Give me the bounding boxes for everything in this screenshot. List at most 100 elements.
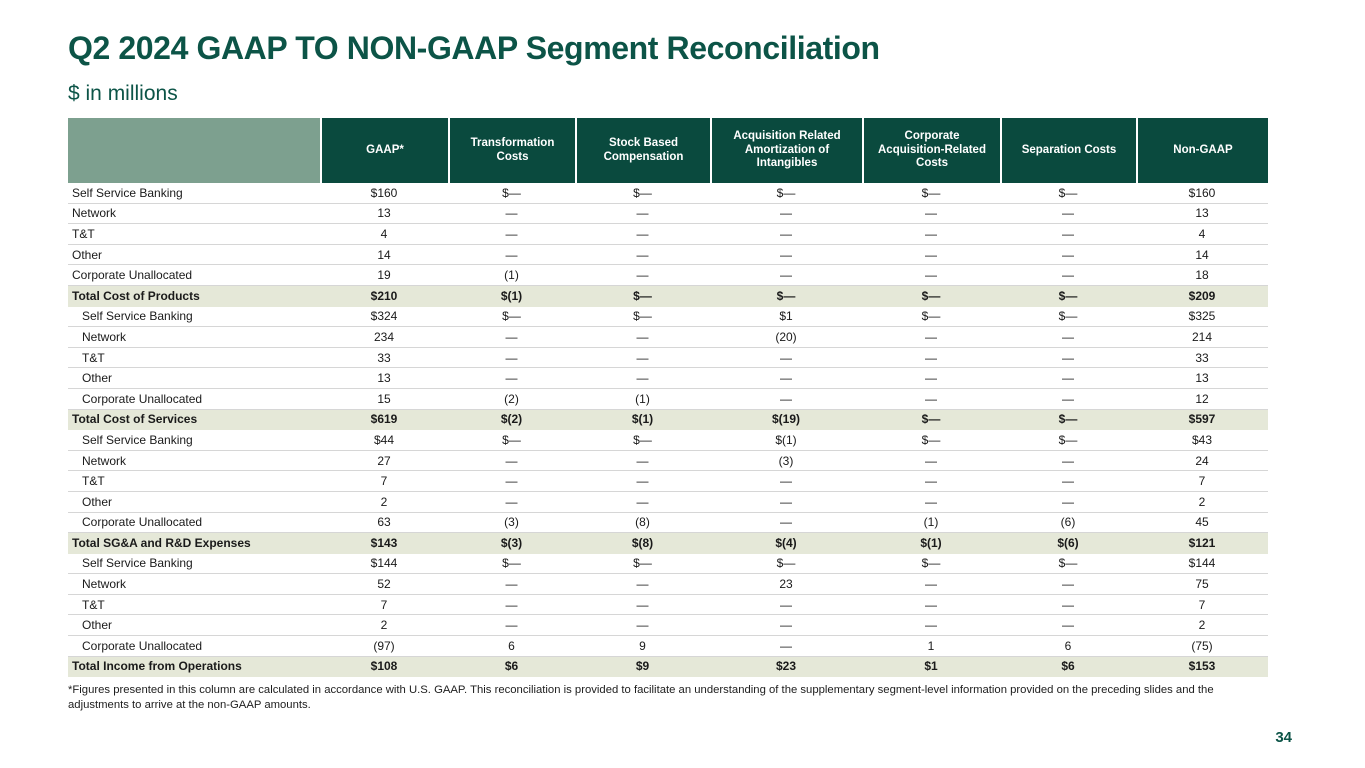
row-value: $— bbox=[633, 185, 652, 200]
row-value: $160 bbox=[1188, 185, 1216, 200]
row-value: $153 bbox=[1188, 659, 1216, 674]
row-value: $160 bbox=[370, 185, 398, 200]
row-value: 2 bbox=[380, 494, 388, 509]
row-value: — bbox=[1062, 618, 1074, 633]
row-value: 7 bbox=[1198, 597, 1206, 612]
row-value: — bbox=[636, 247, 649, 262]
row-value: (3) bbox=[504, 515, 519, 530]
row-value: $— bbox=[1058, 432, 1078, 447]
row-value: — bbox=[925, 268, 937, 283]
table-row: Self Service Banking $144 $— $— $— $— $— $144 bbox=[68, 554, 1268, 575]
row-value: $— bbox=[502, 309, 521, 324]
table-row: Corporate Unallocated 19 (1) — — — — 18 bbox=[68, 265, 1268, 286]
row-value: — bbox=[780, 494, 792, 509]
row-value: 19 bbox=[377, 268, 391, 283]
row-value: — bbox=[925, 329, 937, 344]
row-value: — bbox=[780, 268, 792, 283]
row-value: $108 bbox=[370, 659, 398, 674]
row-value: $144 bbox=[1188, 556, 1216, 571]
row-label: Network bbox=[82, 577, 127, 592]
row-value: — bbox=[505, 494, 518, 509]
row-label: Total Cost of Products bbox=[72, 288, 200, 303]
row-value: 13 bbox=[377, 206, 391, 221]
row-value: (1) bbox=[923, 515, 939, 530]
header-cell: GAAP* bbox=[320, 118, 448, 183]
row-value: — bbox=[636, 618, 649, 633]
table-row: Network 52 — — 23 — — 75 bbox=[68, 574, 1268, 595]
row-label: Corporate Unallocated bbox=[82, 638, 203, 653]
row-label: Self Service Banking bbox=[72, 185, 183, 200]
row-value: — bbox=[505, 577, 518, 592]
row-value: — bbox=[1062, 350, 1074, 365]
row-value: $325 bbox=[1188, 309, 1216, 324]
row-value: $9 bbox=[635, 659, 650, 674]
row-value: $44 bbox=[373, 432, 395, 447]
row-value: — bbox=[636, 474, 649, 489]
table-row: Other 2 — — — — — 2 bbox=[68, 492, 1268, 513]
row-value: $(1) bbox=[500, 288, 523, 303]
row-value: 9 bbox=[639, 638, 646, 653]
row-value: — bbox=[505, 206, 518, 221]
row-value: 27 bbox=[377, 453, 391, 468]
row-value: (97) bbox=[373, 638, 395, 653]
row-value: $(8) bbox=[631, 535, 654, 550]
row-value: — bbox=[780, 638, 792, 653]
row-value: (2) bbox=[504, 391, 519, 406]
row-value: 1 bbox=[927, 638, 935, 653]
row-value: — bbox=[925, 247, 937, 262]
row-value: — bbox=[636, 226, 649, 241]
row-value: $— bbox=[921, 185, 941, 200]
row-value: — bbox=[925, 371, 937, 386]
table-total-row: Total Cost of Services $619 $(2) $(1) $(19) $… bbox=[68, 409, 1268, 431]
row-value: $43 bbox=[1191, 432, 1213, 447]
row-value: $(2) bbox=[500, 412, 523, 427]
row-value: — bbox=[925, 206, 937, 221]
row-value: 7 bbox=[380, 474, 388, 489]
row-value: $(19) bbox=[771, 412, 800, 427]
table-row: Network 13 — — — — — 13 bbox=[68, 204, 1268, 225]
row-value: (20) bbox=[775, 329, 797, 344]
row-value: $— bbox=[1058, 309, 1078, 324]
row-label: Self Service Banking bbox=[82, 432, 193, 447]
row-value: — bbox=[1062, 371, 1074, 386]
row-label: Corporate Unallocated bbox=[82, 515, 203, 530]
table-row: Other 2 — — — — — 2 bbox=[68, 615, 1268, 637]
page-number: 34 bbox=[1275, 729, 1292, 746]
row-value: — bbox=[1062, 268, 1074, 283]
row-label: Corporate Unallocated bbox=[72, 268, 193, 283]
table-row: Other 13 — — — — — 13 bbox=[68, 368, 1268, 389]
table-total-row: Total Cost of Products $210 $(1) $— $— $— $— $2… bbox=[68, 285, 1268, 307]
row-value: — bbox=[925, 226, 937, 241]
row-value: — bbox=[925, 618, 937, 633]
table-row: Corporate Unallocated 63 (3) (8) — (1) (6) 45 bbox=[68, 513, 1268, 534]
row-label: Other bbox=[82, 618, 113, 633]
reconciliation-table: GAAP* Transformation Costs Stock Based Com… bbox=[68, 118, 1268, 678]
row-value: 13 bbox=[1195, 371, 1209, 386]
table-total-row: Total Income from Operations $108 $6 $9 $23 $… bbox=[68, 656, 1268, 678]
row-value: 52 bbox=[377, 577, 391, 592]
row-value: — bbox=[505, 226, 518, 241]
row-value: — bbox=[1062, 577, 1074, 592]
row-label: Network bbox=[82, 329, 127, 344]
header-corner-cell bbox=[68, 118, 320, 183]
row-value: $— bbox=[633, 309, 652, 324]
row-value: $(1) bbox=[631, 412, 654, 427]
row-value: — bbox=[780, 247, 792, 262]
row-value: — bbox=[780, 597, 792, 612]
row-value: — bbox=[505, 329, 518, 344]
row-value: — bbox=[780, 350, 792, 365]
row-value: 13 bbox=[377, 371, 391, 386]
footnote: *Figures presented in this column are ca… bbox=[68, 684, 1214, 712]
row-value: $— bbox=[502, 432, 521, 447]
row-value: — bbox=[636, 597, 649, 612]
row-value: 2 bbox=[1198, 618, 1206, 633]
row-value: 23 bbox=[779, 577, 793, 592]
row-value: (3) bbox=[778, 453, 794, 468]
row-value: $1 bbox=[924, 659, 938, 674]
table-total-row: Total SG&A and R&D Expenses $143 $(3) $(8) $… bbox=[68, 533, 1268, 554]
row-value: 4 bbox=[1198, 226, 1206, 241]
row-value: 13 bbox=[1195, 206, 1209, 221]
row-value: $— bbox=[776, 288, 796, 303]
row-value: $— bbox=[921, 288, 941, 303]
